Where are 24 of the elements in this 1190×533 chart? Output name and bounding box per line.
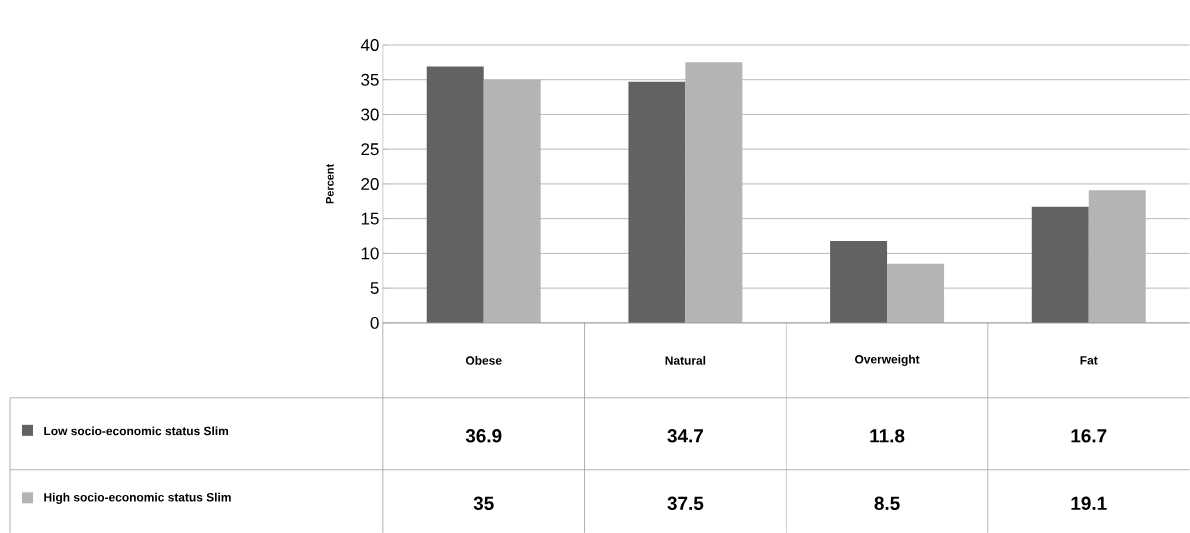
- data-label: 35: [473, 496, 494, 510]
- data-label: 19.1: [1071, 496, 1107, 510]
- data-label: 36.9: [465, 429, 502, 443]
- x-tick-label: Fat: [1080, 356, 1098, 365]
- y-tick-label: 30: [361, 108, 379, 121]
- y-tick-label: 25: [361, 143, 379, 156]
- y-tick-label: 5: [370, 282, 379, 294]
- x-tick-label: Obese: [465, 355, 502, 365]
- y-tick-label: 15: [361, 212, 379, 225]
- y-tick-label: 40: [360, 38, 379, 51]
- y-tick-label: 35: [361, 73, 379, 86]
- y-tick-label: 10: [361, 247, 379, 260]
- legend-label: Low socio-economic status Slim: [44, 426, 229, 436]
- x-tick-label: Overweight: [855, 354, 920, 366]
- x-tick-label: Natural: [665, 355, 706, 365]
- data-label: 8.5: [874, 496, 900, 510]
- legend-label: High socio-economic status Slim: [44, 492, 231, 504]
- data-label: 34.7: [667, 429, 703, 443]
- data-label: 16.7: [1071, 429, 1107, 443]
- y-tick-label: 0: [370, 316, 379, 329]
- data-label: 37.5: [667, 496, 704, 510]
- data-label: 11.8: [870, 429, 905, 443]
- y-axis-title: Percent: [326, 163, 334, 204]
- y-tick-label: 20: [361, 177, 379, 190]
